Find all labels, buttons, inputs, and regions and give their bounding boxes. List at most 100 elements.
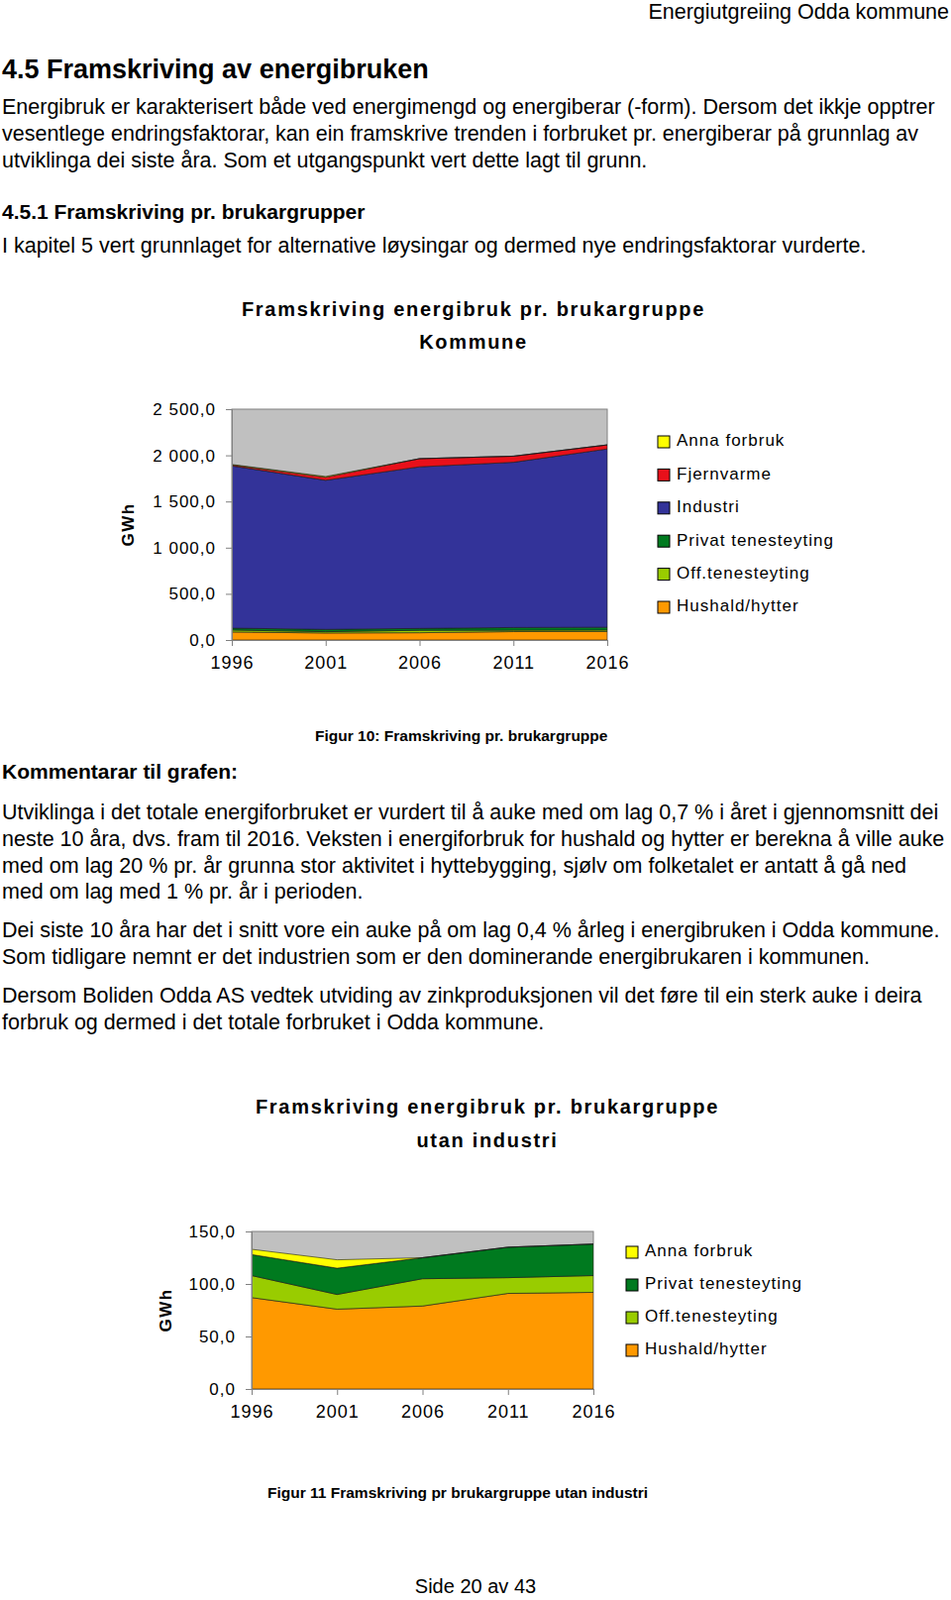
- tick-label: 0,0: [209, 1379, 236, 1399]
- y-tick: 2 000,0: [152, 446, 232, 466]
- tick-label: 1996: [210, 652, 254, 673]
- figure-caption: Figur 10: Framskriving pr. brukargruppe: [315, 727, 608, 745]
- tick-mark: [225, 501, 232, 503]
- x-axis: 1996 2001 2006 2011 2016: [210, 639, 630, 673]
- comments: Utviklinga i det totale energiforbruket …: [1, 799, 951, 1048]
- tick-label: 2016: [585, 652, 630, 673]
- tick-mark: [422, 1388, 424, 1395]
- tick-label: 2001: [304, 652, 348, 673]
- tick-mark: [225, 455, 232, 457]
- legend-label: Privat tenesteyting: [676, 530, 835, 550]
- chart: 0,0 50,0 100,0 150,0 1996 2001 2006 2011 2016 Fra…: [156, 1095, 802, 1421]
- tick-mark: [420, 639, 422, 646]
- legend-label: Fjernvarme: [676, 464, 772, 484]
- area: [251, 1244, 594, 1268]
- x-tick: 1996: [229, 1388, 274, 1422]
- y-axis-title: GWh: [118, 502, 138, 546]
- tick-mark: [225, 547, 232, 549]
- running-header: Energiutgreiing Odda kommune: [647, 0, 950, 25]
- x-tick: 1996: [210, 639, 254, 673]
- y-tick: 0,0: [209, 1379, 252, 1399]
- plot-area: [231, 409, 608, 640]
- legend-label: Off.tenesteyting: [676, 563, 811, 583]
- x-tick: 2016: [571, 1388, 616, 1422]
- tick-mark: [225, 593, 232, 595]
- tick-mark: [245, 1231, 252, 1233]
- tick-label: 2011: [487, 1401, 530, 1422]
- tick-mark: [245, 1388, 252, 1390]
- section-heading: 4.5 Framskriving av energibruken: [1, 54, 429, 86]
- legend-swatch: [657, 601, 670, 614]
- y-axis: 0,0 500,0 1 000,0 1 500,0 2 000,0 2 500,0: [152, 400, 232, 650]
- y-tick: 2 500,0: [152, 400, 232, 420]
- y-tick: 1 500,0: [152, 492, 232, 512]
- legend-swatch: [657, 468, 670, 481]
- legend-swatch: [657, 502, 670, 515]
- tick-mark: [607, 639, 609, 646]
- area: [231, 444, 608, 481]
- axis-line: [232, 640, 609, 647]
- x-tick: 2011: [487, 1388, 530, 1422]
- figure-caption: Figur 11 Framskriving pr brukargruppe ut…: [267, 1483, 648, 1502]
- axis-line: [252, 1389, 595, 1396]
- legend-swatch: [626, 1311, 638, 1324]
- paragraph: Dersom Boliden Odda AS vedtek utviding a…: [1, 982, 951, 1037]
- legend-label: Industri: [676, 497, 740, 517]
- y-tick: 100,0: [188, 1274, 252, 1294]
- areas: [231, 444, 608, 640]
- axis-line: [245, 1232, 253, 1390]
- tick-label: 2 500,0: [152, 400, 216, 420]
- legend-label: Anna forbruk: [644, 1241, 753, 1261]
- legend-label: Off.tenesteyting: [644, 1306, 779, 1326]
- x-tick: 2006: [398, 639, 442, 673]
- comments-heading: Kommentarar til grafen:: [1, 759, 238, 784]
- y-tick: 0,0: [189, 631, 232, 650]
- tick-label: 100,0: [188, 1274, 236, 1294]
- x-tick: 2001: [304, 639, 348, 673]
- area: [251, 1244, 594, 1295]
- x-tick: 2006: [401, 1388, 445, 1422]
- legend-label: Hushald/hytter: [644, 1339, 768, 1359]
- chart-title: Framskriving energibruk pr. brukargruppe: [255, 1095, 720, 1118]
- x-tick: 2001: [316, 1388, 360, 1422]
- area: [251, 1291, 594, 1389]
- legend-label: Privat tenesteyting: [644, 1273, 803, 1293]
- y-tick: 1 000,0: [152, 538, 232, 558]
- chart-subtitle: utan industri: [416, 1129, 558, 1152]
- legend-label: Anna forbruk: [676, 430, 785, 450]
- legend-swatch: [626, 1344, 638, 1357]
- tick-label: 2006: [398, 652, 442, 673]
- axis-line: [225, 410, 233, 641]
- paragraph: Utviklinga i det totale energiforbruket …: [1, 799, 951, 906]
- tick-label: 1 500,0: [152, 492, 216, 512]
- tick-mark: [225, 639, 232, 641]
- y-tick: 150,0: [188, 1222, 252, 1242]
- tick-label: 1 000,0: [152, 538, 216, 558]
- tick-label: 1996: [229, 1401, 274, 1422]
- paragraph: I kapitel 5 vert grunnlaget for alternat…: [1, 232, 951, 260]
- tick-mark: [508, 1388, 510, 1395]
- legend-swatch: [657, 568, 670, 581]
- subsection-heading: 4.5.1 Framskriving pr. brukargrupper: [1, 200, 365, 224]
- tick-label: 0,0: [189, 631, 216, 650]
- plot-area: [251, 1231, 594, 1389]
- legend: Anna forbruk Fjernvarme Industri Privat ten…: [657, 430, 835, 616]
- x-tick: 2016: [585, 639, 630, 673]
- tick-label: 500,0: [168, 584, 216, 604]
- y-axis: 0,0 50,0 100,0 150,0: [188, 1222, 252, 1399]
- tick-label: 2006: [401, 1401, 445, 1422]
- tick-mark: [325, 639, 327, 646]
- y-axis-title: GWh: [156, 1287, 176, 1332]
- area: [231, 444, 608, 478]
- y-tick: 500,0: [168, 584, 232, 604]
- legend-label: Hushald/hytter: [676, 596, 800, 616]
- paragraph: Energibruk er karakterisert både ved ene…: [1, 94, 951, 174]
- legend-swatch: [626, 1278, 638, 1291]
- chart-title: Framskriving energibruk pr. brukargruppe: [241, 298, 706, 320]
- tick-label: 2011: [492, 652, 535, 673]
- tick-label: 50,0: [199, 1327, 236, 1347]
- tick-label: 2 000,0: [152, 446, 216, 466]
- legend: Anna forbruk Privat tenesteyting Off.tenes…: [626, 1241, 803, 1359]
- y-tick: 50,0: [199, 1327, 252, 1347]
- tick-mark: [593, 1388, 595, 1395]
